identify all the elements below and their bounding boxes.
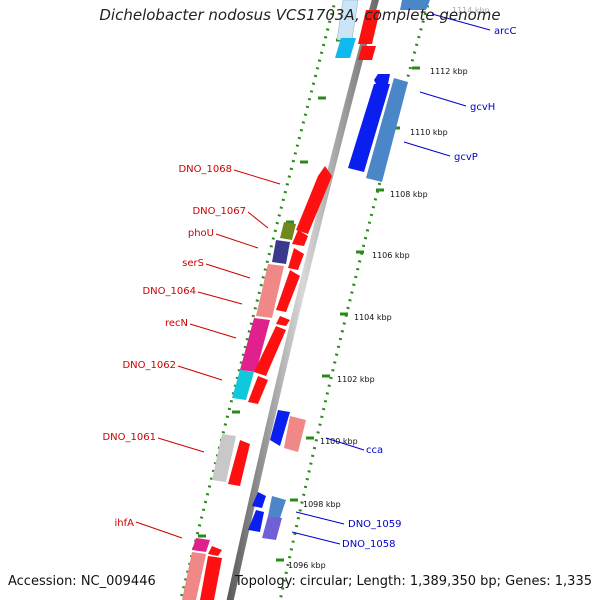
gene-arrow-gcvP[interactable]: [366, 78, 408, 182]
right-leader-lines: [291, 13, 491, 545]
gene-arrow-ihfA[interactable]: [192, 538, 210, 552]
gene-label-DNO-1064[interactable]: DNO_1064: [142, 286, 196, 297]
gene-arrow-red-1061[interactable]: [228, 440, 250, 486]
gene-label-recN[interactable]: recN: [165, 318, 188, 329]
gene-arrow-DNO-1058[interactable]: [262, 516, 282, 540]
gene-label-phoU[interactable]: phoU: [188, 228, 214, 239]
gene-label-DNO-1062[interactable]: DNO_1062: [122, 360, 176, 371]
tick-label: 1108 kbp: [390, 190, 428, 199]
gene-arrow-DNO-1062[interactable]: [232, 370, 254, 400]
tick-label: 1098 kbp: [303, 500, 341, 509]
gene-label-DNO-1068[interactable]: DNO_1068: [178, 164, 232, 175]
outer-dotted-scale: [278, 0, 431, 600]
accession-text: Accession: NC_009446: [8, 574, 156, 589]
topology-text: Topology: circular; Length: 1,389,350 bp…: [234, 574, 592, 589]
gene-arrow-DNO-1061[interactable]: [212, 434, 236, 482]
gene-arrow-red-1067[interactable]: [292, 230, 308, 246]
gene-arrow-DNO-1067[interactable]: [280, 222, 296, 240]
tick-label: 1114 kbp: [452, 6, 490, 15]
gene-features: [182, 0, 430, 600]
tick-label: 1102 kbp: [337, 375, 375, 384]
gene-label-DNO-1059[interactable]: DNO_1059: [348, 519, 402, 530]
gene-label-gcvP[interactable]: gcvP: [454, 152, 478, 163]
gene-arrow-red-1062[interactable]: [248, 376, 268, 404]
left-leader-lines: [135, 169, 281, 539]
gene-arrow-DNO-1059[interactable]: [268, 496, 286, 518]
gene-label-DNO-1061[interactable]: DNO_1061: [102, 432, 156, 443]
gene-label-DNO-1067[interactable]: DNO_1067: [192, 206, 246, 217]
gene-arrow-DNO-1068[interactable]: [296, 166, 332, 234]
gene-arrow-red-bottom-head[interactable]: [208, 546, 222, 556]
gene-arrow-blue-1059b[interactable]: [248, 510, 264, 532]
gene-arrow-pink-bottom[interactable]: [182, 552, 206, 600]
gene-arrow-cca[interactable]: [284, 416, 306, 452]
tick-label: 1110 kbp: [410, 128, 448, 137]
gene-label-arcC[interactable]: arcC: [494, 26, 517, 37]
tick-label: 1100 kbp: [320, 437, 358, 446]
gene-label-ihfA[interactable]: ihfA: [115, 518, 135, 529]
tick-label: 1104 kbp: [354, 313, 392, 322]
gene-arrow-red-serS[interactable]: [276, 270, 300, 312]
genome-backbone: [226, 0, 379, 600]
gene-arrow-gcvH-head[interactable]: [374, 74, 390, 84]
tick-label: 1112 kbp: [430, 67, 468, 76]
gene-arrow-small-red[interactable]: [276, 316, 290, 326]
gene-arrow-blue-long[interactable]: [348, 84, 390, 172]
gene-arrow-recN[interactable]: [240, 318, 270, 372]
gene-arrow-red-bottom[interactable]: [200, 556, 222, 600]
gene-label-DNO-1058[interactable]: DNO_1058: [342, 539, 396, 550]
gene-arrow-top-2[interactable]: [335, 38, 356, 58]
gene-arrow-top-4[interactable]: [358, 46, 376, 60]
gene-label-serS[interactable]: serS: [182, 258, 204, 269]
gene-label-cca[interactable]: cca: [366, 445, 383, 456]
gene-arrow-top-3[interactable]: [358, 10, 380, 44]
inner-dotted-scale: [178, 0, 337, 600]
tick-label: 1096 kbp: [288, 561, 326, 570]
gene-arrow-red-recN[interactable]: [254, 326, 286, 376]
gene-arrow-arcC[interactable]: [400, 0, 430, 10]
gene-label-gcvH[interactable]: gcvH: [470, 102, 495, 113]
gene-arrow-serS[interactable]: [256, 264, 284, 318]
map-title: Dichelobacter nodosus VCS1703A, complete…: [99, 6, 501, 24]
gene-arrow-red-phoU[interactable]: [288, 248, 304, 270]
gene-arrow-cca-blue[interactable]: [270, 410, 290, 446]
tick-label: 1106 kbp: [372, 251, 410, 260]
gene-arrow-blue-1059a[interactable]: [252, 492, 266, 508]
gene-arrow-phoU[interactable]: [272, 240, 290, 264]
